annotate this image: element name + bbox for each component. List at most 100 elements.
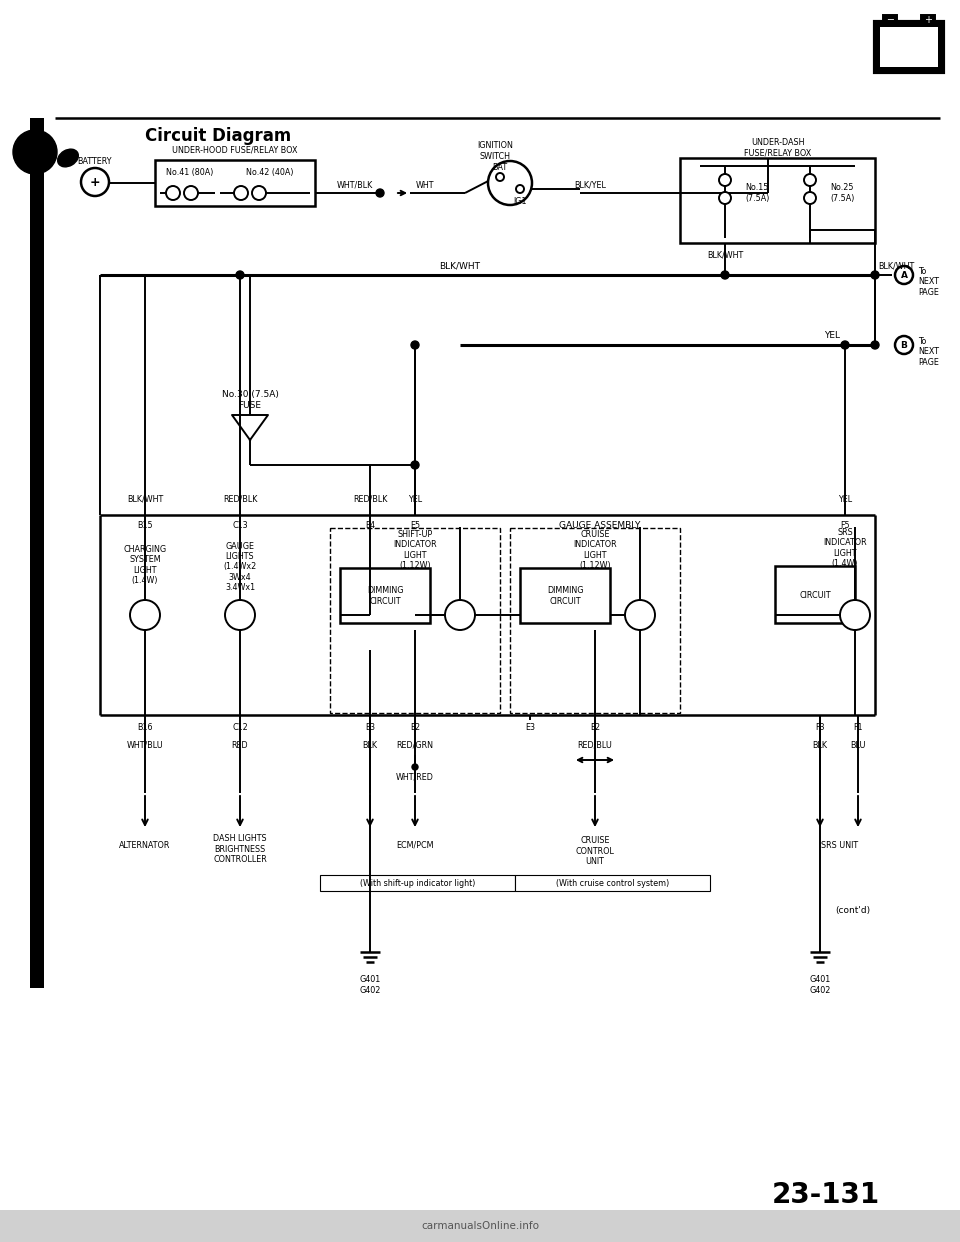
Circle shape [412, 764, 418, 770]
Text: No.25
(7.5A): No.25 (7.5A) [830, 184, 854, 202]
Text: (cont'd): (cont'd) [835, 905, 870, 914]
Circle shape [411, 461, 419, 469]
Text: RED/BLK: RED/BLK [353, 494, 387, 503]
Bar [340, 568, 430, 623]
Circle shape [625, 600, 655, 630]
Circle shape [411, 342, 419, 349]
Text: E4: E4 [365, 520, 375, 529]
Circle shape [234, 186, 248, 200]
Text: RED/BLU: RED/BLU [578, 740, 612, 749]
Circle shape [804, 193, 816, 204]
Text: +: + [924, 15, 932, 25]
Text: GAUGE ASSEMBLY: GAUGE ASSEMBLY [560, 520, 640, 529]
Text: carmanualsOnline.info: carmanualsOnline.info [421, 1221, 539, 1231]
Text: YEL: YEL [408, 494, 422, 503]
Circle shape [895, 266, 913, 284]
Circle shape [516, 185, 524, 193]
Text: E5: E5 [410, 520, 420, 529]
Circle shape [445, 600, 475, 630]
Text: BLK: BLK [363, 740, 377, 749]
Bar [510, 528, 680, 713]
Text: WHT/BLK: WHT/BLK [337, 180, 373, 190]
Text: B: B [900, 340, 907, 349]
Bar [680, 158, 875, 243]
Text: F3: F3 [815, 723, 825, 732]
Text: No.30 (7.5A)
FUSE: No.30 (7.5A) FUSE [222, 390, 278, 410]
Circle shape [236, 271, 244, 279]
Text: UNDER-HOOD FUSE/RELAY BOX: UNDER-HOOD FUSE/RELAY BOX [172, 145, 298, 154]
Text: CRUISE
CONTROL
UNIT: CRUISE CONTROL UNIT [576, 836, 614, 866]
Text: WHT: WHT [416, 180, 434, 190]
Text: (With shift-up indicator light): (With shift-up indicator light) [360, 878, 476, 888]
Text: A: A [900, 271, 907, 279]
Text: E2: E2 [590, 723, 600, 732]
Text: BLK/WHT: BLK/WHT [127, 494, 163, 503]
Text: G401
G402: G401 G402 [809, 975, 830, 995]
Text: +: + [89, 175, 100, 189]
Text: BLK/WHT: BLK/WHT [707, 251, 743, 260]
Text: BAT: BAT [492, 164, 508, 173]
Text: WHT/BLU: WHT/BLU [127, 740, 163, 749]
Text: BLU: BLU [851, 740, 866, 749]
Text: To
NEXT
PAGE: To NEXT PAGE [918, 337, 939, 366]
Circle shape [488, 161, 532, 205]
Circle shape [13, 130, 57, 174]
Circle shape [804, 174, 816, 186]
Text: ALTERNATOR: ALTERNATOR [119, 841, 171, 850]
Bar [875, 22, 943, 72]
Text: SHIFT-UP
INDICATOR
LIGHT
(1.12W): SHIFT-UP INDICATOR LIGHT (1.12W) [394, 530, 437, 570]
Text: BLK: BLK [812, 740, 828, 749]
Circle shape [252, 186, 266, 200]
Text: G401
G402: G401 G402 [359, 975, 381, 995]
Bar [921, 15, 935, 24]
Circle shape [719, 174, 731, 186]
Bar [880, 27, 938, 67]
Circle shape [130, 600, 160, 630]
Text: F1: F1 [853, 723, 863, 732]
Text: (With cruise control system): (With cruise control system) [557, 878, 670, 888]
Text: B16: B16 [137, 723, 153, 732]
Circle shape [496, 173, 504, 181]
Circle shape [871, 271, 879, 279]
Text: E3: E3 [525, 723, 535, 732]
Circle shape [376, 189, 384, 197]
Text: SRS
INDICATOR
LIGHT
(1.4W): SRS INDICATOR LIGHT (1.4W) [823, 528, 867, 568]
Circle shape [184, 186, 198, 200]
Text: RED: RED [231, 740, 249, 749]
Text: IGNITION
SWITCH: IGNITION SWITCH [477, 142, 513, 160]
Text: BLK/WHT: BLK/WHT [440, 262, 481, 271]
Text: 23-131: 23-131 [772, 1181, 880, 1208]
Circle shape [721, 271, 729, 279]
Text: ─: ─ [887, 15, 893, 25]
Circle shape [840, 600, 870, 630]
Bar [155, 160, 315, 206]
Text: DIMMING
CIRCUIT: DIMMING CIRCUIT [367, 586, 403, 606]
Bar [320, 876, 515, 891]
Text: BLK/WHT: BLK/WHT [878, 262, 914, 271]
Text: No.42 (40A): No.42 (40A) [247, 168, 294, 176]
Text: E2: E2 [410, 723, 420, 732]
Bar [30, 118, 44, 987]
Circle shape [841, 342, 849, 349]
Bar [330, 528, 500, 713]
Bar [520, 568, 610, 623]
Text: To
NEXT
PAGE: To NEXT PAGE [918, 267, 939, 297]
Text: CIRCUIT: CIRCUIT [799, 590, 830, 600]
Text: E3: E3 [365, 723, 375, 732]
Text: UNDER-DASH
FUSE/RELAY BOX: UNDER-DASH FUSE/RELAY BOX [744, 138, 811, 158]
Circle shape [719, 193, 731, 204]
Circle shape [81, 168, 109, 196]
Text: No.41 (80A): No.41 (80A) [166, 168, 214, 176]
Circle shape [225, 600, 255, 630]
Bar [883, 15, 897, 24]
Bar [0, 1210, 960, 1242]
Text: DASH LIGHTS
BRIGHTNESS
CONTROLLER: DASH LIGHTS BRIGHTNESS CONTROLLER [213, 835, 267, 864]
Text: IG1: IG1 [514, 196, 527, 205]
Text: C13: C13 [232, 520, 248, 529]
Text: C12: C12 [232, 723, 248, 732]
Text: B15: B15 [137, 520, 153, 529]
Text: RED/GRN: RED/GRN [396, 740, 434, 749]
Bar [775, 566, 855, 623]
Text: WHT/RED: WHT/RED [396, 773, 434, 781]
Text: SRS UNIT: SRS UNIT [822, 841, 858, 850]
